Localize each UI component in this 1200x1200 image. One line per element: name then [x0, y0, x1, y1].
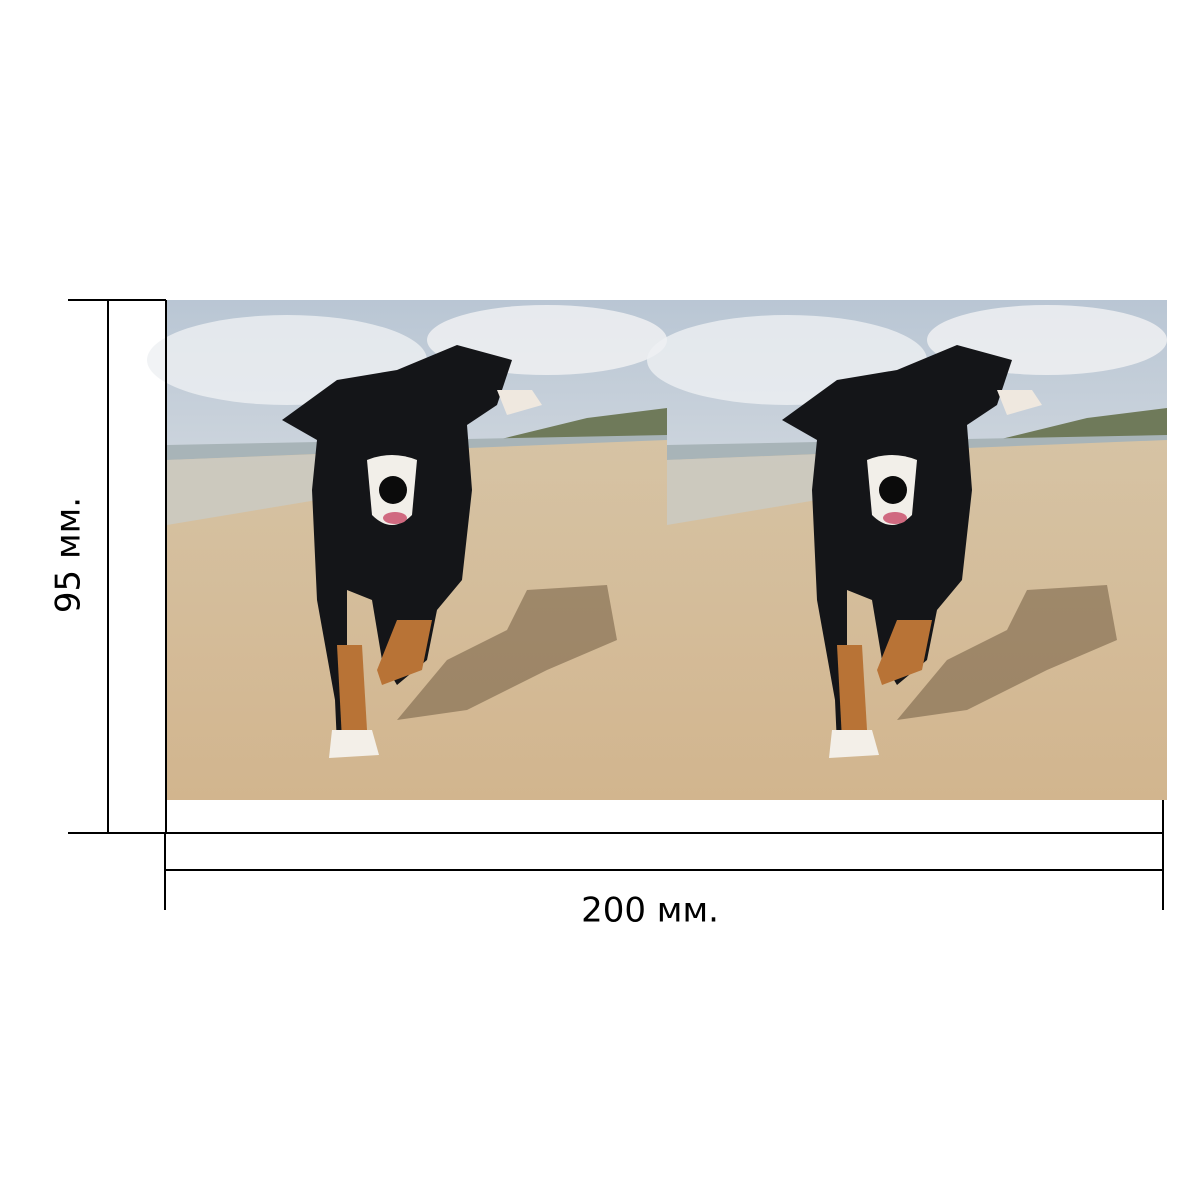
- height-label: 95 мм.: [49, 497, 89, 613]
- product-photo-right: [647, 300, 1167, 800]
- product-photo-left: [147, 300, 667, 800]
- width-dimension: [164, 800, 1164, 910]
- height-dimension: [68, 299, 167, 834]
- width-label: 200 мм.: [581, 891, 719, 931]
